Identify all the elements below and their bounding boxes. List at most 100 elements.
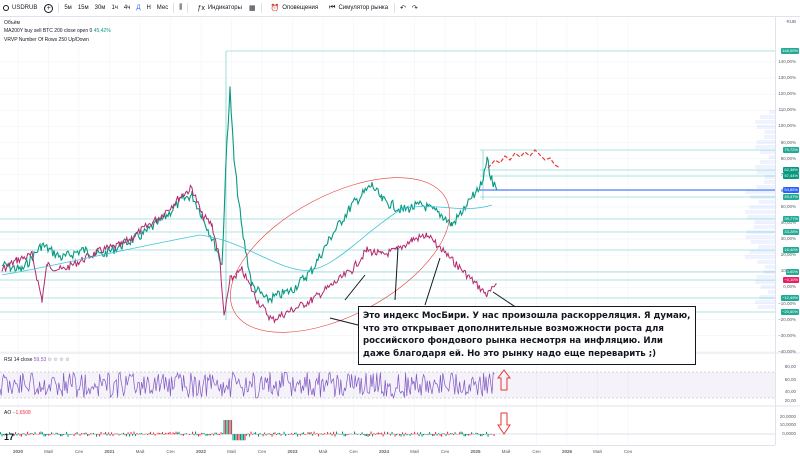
ao-bar [162, 431, 164, 435]
ao-bar [390, 434, 392, 436]
indicators-button[interactable]: ƒx Индикаторы [190, 0, 246, 17]
ao-bar [483, 434, 485, 436]
ao-bar [450, 433, 452, 435]
ao-bar [415, 433, 417, 435]
price-badge: 79,72% [783, 147, 799, 153]
ao-bar [268, 433, 270, 435]
ao-scale-tick: 0,0000 [782, 431, 796, 436]
rsi-legend-label: RSI 14 close [4, 357, 33, 363]
timeframe-3[interactable]: 1ч [111, 5, 118, 11]
ao-bar [378, 432, 380, 435]
date-label: Май [135, 449, 145, 454]
ao-bar [433, 434, 435, 437]
ao-bar [211, 433, 213, 435]
ao-bar [34, 432, 36, 435]
ao-bar [9, 432, 11, 435]
ao-bar [304, 434, 306, 435]
undo-icon[interactable]: ↶ [400, 5, 406, 12]
price-scale[interactable]: RUB 140,00% 130,00% 120,00% 110,00% 100,00% 9… [775, 17, 800, 445]
ao-bar [100, 431, 102, 435]
volume-profile-bar [760, 285, 775, 289]
ao-bar [445, 434, 447, 436]
ao-bar [313, 431, 315, 435]
ao-bar [120, 434, 122, 435]
ao-bar [208, 434, 210, 436]
vrvp-legend[interactable]: VRVP Number Of Rows 250 Up/Down [4, 37, 89, 43]
volume-legend[interactable]: Объём [4, 20, 20, 26]
ao-bar [43, 434, 45, 437]
ao-bar [411, 432, 413, 435]
volume-profile-bar [750, 240, 775, 244]
ao-bar [333, 431, 335, 435]
ao-bar [204, 433, 206, 435]
ao-bar [292, 434, 294, 436]
timeframe-6[interactable]: Н [146, 5, 151, 11]
ao-bar [466, 434, 468, 436]
scale-tick: 110,00% [778, 107, 796, 113]
ao-bar [112, 434, 114, 437]
timeframe-4[interactable]: 4ч [123, 5, 131, 11]
ao-bar [258, 434, 260, 437]
ao-bar [424, 434, 426, 435]
time-axis[interactable]: 2020 Май Сен 2021 Май Сен 2022 Май Сен 2023 Май Сен… [0, 445, 775, 457]
price-badge: −0,10% [783, 277, 799, 283]
ao-bar [451, 433, 453, 435]
ao-bar [196, 434, 198, 436]
redo-icon[interactable]: ↷ [411, 5, 418, 12]
ma-legend[interactable]: MA200Y buy sell BTC 200 close open 0 45,… [4, 28, 111, 34]
ao-bar [129, 434, 131, 437]
ao-bar [429, 432, 431, 435]
timeframe-1[interactable]: 15м [77, 5, 89, 11]
ao-bar [238, 434, 240, 441]
ao-bar [234, 434, 236, 441]
ao-bar [163, 434, 165, 435]
symbol-search[interactable]: USDRUB [0, 0, 41, 17]
timeframe-7[interactable]: Мес [156, 5, 169, 11]
ao-bar [160, 433, 162, 435]
timeframe-5[interactable]: Д [136, 5, 141, 11]
scale-currency: RUB [786, 19, 796, 24]
ao-bar [364, 434, 366, 437]
ao-bar [270, 434, 272, 436]
ao-bar [193, 434, 195, 436]
timeframe-0[interactable]: 5м [64, 5, 72, 11]
ao-bar [229, 420, 231, 435]
symbol-name: USDRUB [12, 5, 38, 11]
ao-bar [463, 434, 465, 437]
ao-bar [400, 434, 402, 437]
ao-bar [118, 434, 120, 436]
rsi-legend-value: 59,53 [33, 357, 47, 363]
ao-bar [0, 432, 2, 435]
annotation-note[interactable]: Это индекс МосБири. У нас произошла раск… [358, 306, 696, 365]
price-badge: 57,44% [783, 173, 799, 179]
ao-bar [235, 434, 237, 441]
ao-bar [79, 434, 81, 436]
rsi-legend[interactable]: RSI 14 close 59,53 ⚙ ⚙ ⚙ ⚙ [4, 357, 70, 363]
compare-plus-icon[interactable]: + [44, 3, 54, 13]
ao-legend[interactable]: AO −1,6508 [4, 410, 31, 416]
price-badge: 148,09% [781, 48, 799, 54]
ao-bar [139, 433, 141, 435]
ao-bar [166, 433, 168, 435]
replay-button[interactable]: ⏮ Симулятор рынка [322, 0, 392, 17]
templates-icon[interactable]: ▦ [248, 5, 256, 12]
candles-icon[interactable]: ⫼ [179, 4, 183, 11]
volume-profile-bar [757, 305, 775, 309]
ao-bar [103, 433, 105, 435]
date-label: Май [593, 449, 602, 454]
ao-bar [381, 432, 383, 435]
rsi-scale-tick: 40,00 [784, 389, 796, 394]
ao-bar [169, 431, 171, 435]
toolbar-separator [173, 3, 175, 13]
ao-bar [396, 434, 398, 436]
ao-bar [327, 432, 329, 435]
ao-pane [0, 412, 775, 441]
date-label: 2023 [287, 449, 298, 454]
rsi-settings-icons[interactable]: ⚙ ⚙ ⚙ ⚙ [47, 357, 70, 363]
alerts-button[interactable]: ⏰ Оповещения [264, 0, 323, 17]
timeframe-2[interactable]: 30м [94, 5, 106, 11]
ao-bar [201, 432, 203, 435]
ao-bar [130, 432, 132, 435]
ao-bar [337, 433, 339, 435]
